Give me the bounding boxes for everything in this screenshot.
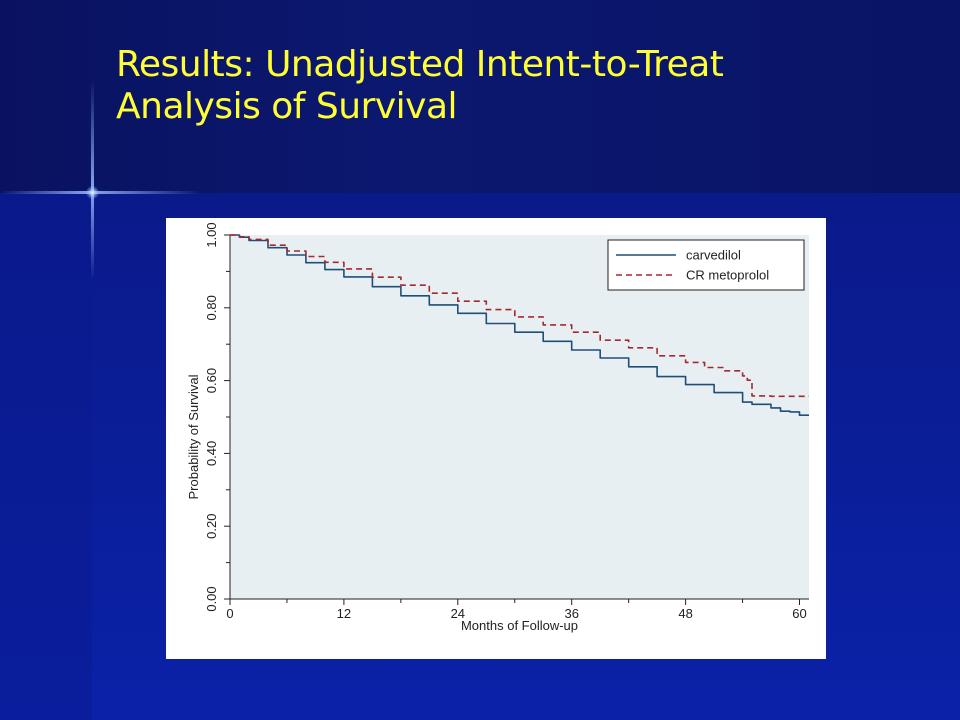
y-tick-label: 0.80 xyxy=(204,295,219,320)
x-axis-label: Months of Follow-up xyxy=(461,618,578,633)
legend-label: carvedilol xyxy=(686,248,741,263)
x-tick-label: 36 xyxy=(564,606,578,621)
slide-title-line-2: Analysis of Survival xyxy=(116,86,458,127)
x-tick-label: 60 xyxy=(792,606,806,621)
y-tick-label: 0.00 xyxy=(204,586,219,611)
chart-panel: 0 12 24 36 48 60 0.00 0.20 0.40 0.60 0.80 1.00 carv… xyxy=(166,218,826,659)
y-tick-label: 0.60 xyxy=(204,368,219,393)
y-axis-label: Probability of Survival xyxy=(186,374,201,499)
series-lines xyxy=(230,234,809,416)
y-tick-label: 1.00 xyxy=(204,222,219,247)
axes: 0 12 24 36 48 60 0.00 0.20 0.40 0.60 0.80 1.00 xyxy=(204,222,809,621)
legend-box xyxy=(607,239,805,291)
star-sparkle-icon xyxy=(86,186,99,199)
x-tick-label: 12 xyxy=(337,606,351,621)
legend: carvedilol CR metoprolol xyxy=(607,239,805,291)
y-tick-label: 0.40 xyxy=(204,441,219,466)
slide-title-line-1: Results: Unadjusted Intent-to-Treat xyxy=(116,44,724,85)
title-band xyxy=(0,0,960,193)
series-line-carvedilol xyxy=(230,234,809,416)
star-glow-horizontal xyxy=(0,191,200,194)
left-band xyxy=(0,193,92,720)
survival-chart: 0 12 24 36 48 60 0.00 0.20 0.40 0.60 0.80 1.00 carv… xyxy=(166,218,826,659)
x-tick-label: 48 xyxy=(678,606,692,621)
series-line-cr-metoprolol xyxy=(230,234,809,398)
y-tick-label: 0.20 xyxy=(204,514,219,539)
legend-label: CR metoprolol xyxy=(686,268,769,283)
star-glow-vertical xyxy=(91,80,94,280)
x-tick-label: 0 xyxy=(226,606,233,621)
plot-area xyxy=(230,235,809,599)
x-tick-label: 24 xyxy=(451,606,465,621)
slide-title: Results: Unadjusted Intent-to-Treat Anal… xyxy=(116,44,936,128)
